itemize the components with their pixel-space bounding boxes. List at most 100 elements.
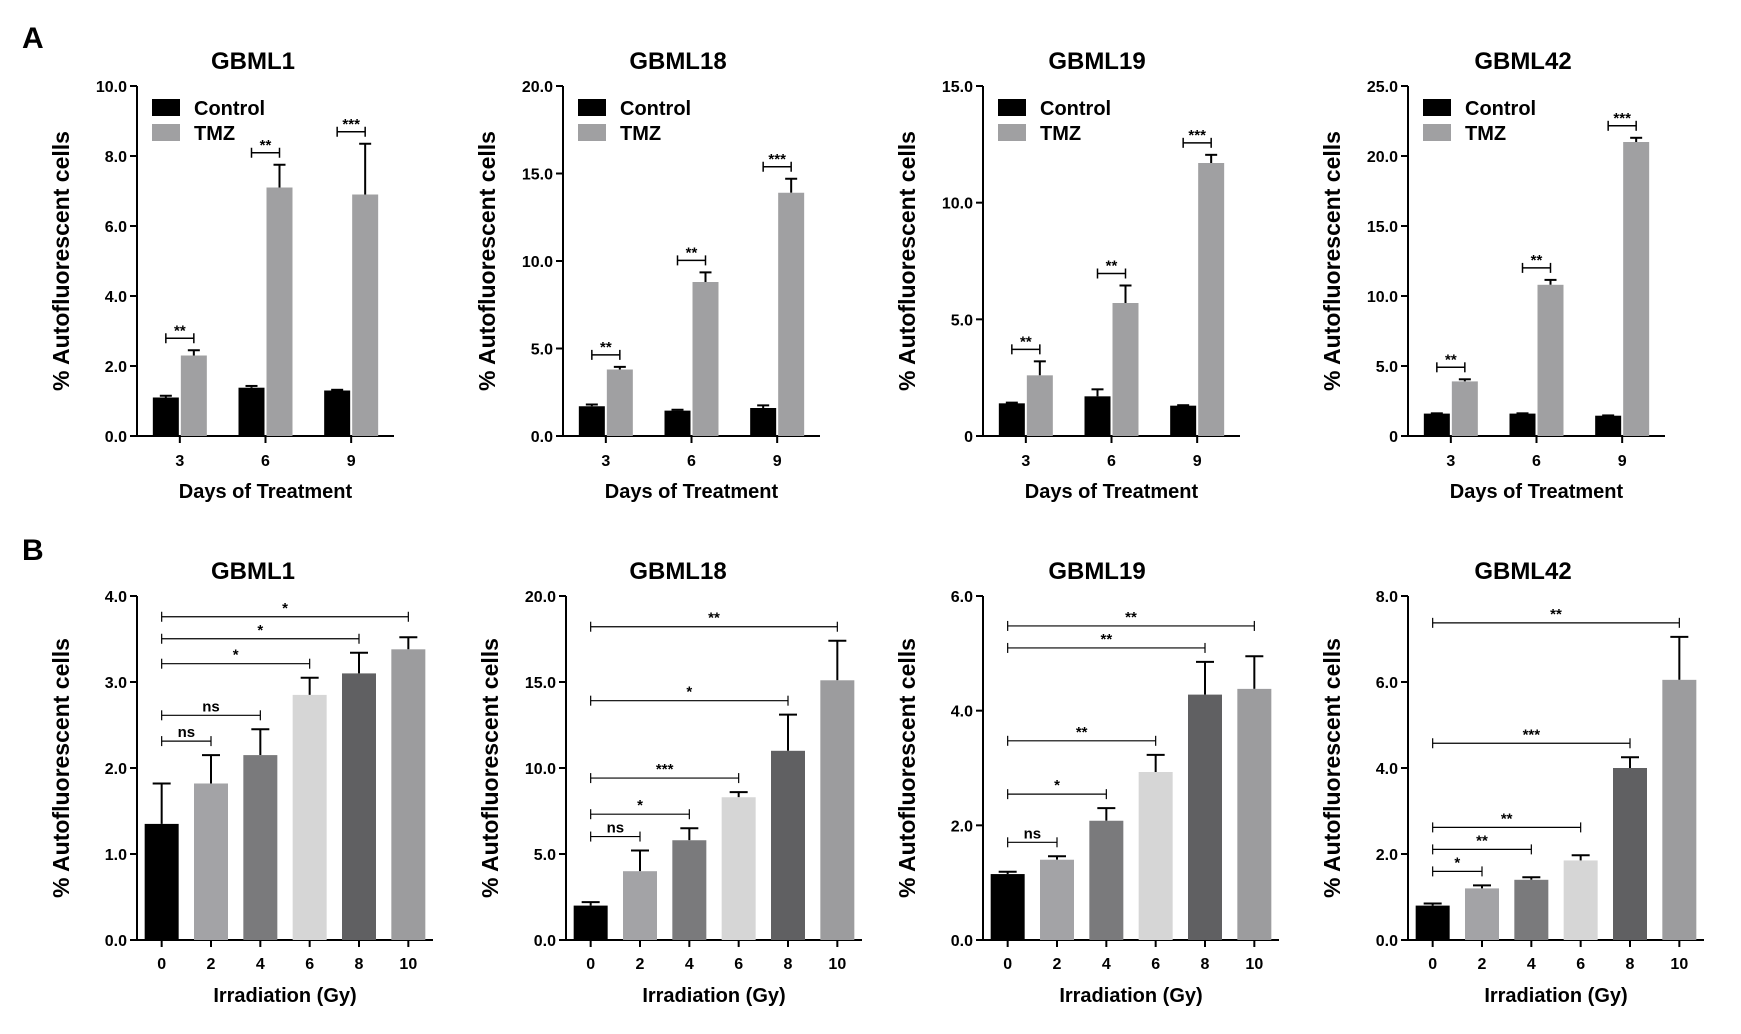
x-tick-label: 10 xyxy=(828,956,846,973)
significance-label: ** xyxy=(1445,351,1457,368)
legend-swatch-tmz xyxy=(152,124,180,141)
significance-label: ** xyxy=(708,610,720,627)
bar-dose-2 xyxy=(194,783,228,940)
legend-swatch-control xyxy=(152,99,180,116)
x-tick-label: 9 xyxy=(1193,453,1202,470)
y-tick-label: 1.0 xyxy=(105,847,127,864)
y-tick-label: 25.0 xyxy=(1367,79,1398,96)
x-tick-label: 4 xyxy=(1102,956,1111,973)
chart-a-gbml19: GBML19 0 5.0 10.0 15.0 % Autofluorescent cell… xyxy=(894,48,1240,503)
significance-label: * xyxy=(686,684,692,701)
bar-control xyxy=(664,410,691,436)
x-tick-label: 6 xyxy=(1576,956,1585,973)
significance-label: ** xyxy=(1550,606,1562,623)
x-tick-label: 4 xyxy=(256,956,265,973)
x-tick-label: 6 xyxy=(687,453,696,470)
x-tick-label: 0 xyxy=(586,956,595,973)
y-tick-label: 20.0 xyxy=(522,79,553,96)
y-tick-label: 20.0 xyxy=(525,589,556,606)
y-tick-label: 4.0 xyxy=(1376,761,1398,778)
significance-label: * xyxy=(282,600,288,617)
chart-title: GBML19 xyxy=(1048,558,1145,585)
bar-control xyxy=(1595,415,1622,436)
bar-dose-10 xyxy=(391,649,426,940)
y-axis-title: % Autofluorescent cells xyxy=(477,638,503,898)
bar-tmz xyxy=(692,282,719,436)
bar-tmz xyxy=(1026,375,1053,436)
y-tick-label: 0.0 xyxy=(951,933,973,950)
chart-b-gbml19: GBML19 0.0 2.0 4.0 6.0 % Autofluorescent cell… xyxy=(894,558,1279,1007)
x-tick-label: 2 xyxy=(1478,956,1487,973)
x-tick-label: 4 xyxy=(1527,956,1536,973)
x-tick-label: 9 xyxy=(1618,453,1627,470)
chart-b-gbml42: GBML42 0.0 2.0 4.0 6.0 8.0 % Autofluorescent c… xyxy=(1319,558,1704,1007)
x-tick-label: 3 xyxy=(1446,453,1455,470)
x-axis-title: Days of Treatment xyxy=(1025,481,1199,503)
bar-dose-4 xyxy=(1089,820,1124,940)
y-tick-label: 2.0 xyxy=(951,818,973,835)
x-tick-label: 2 xyxy=(1053,956,1062,973)
bar-dose-4 xyxy=(1514,879,1549,940)
chart-title: GBML18 xyxy=(629,558,726,585)
bar-dose-4 xyxy=(672,840,707,940)
x-axis-title: Days of Treatment xyxy=(179,481,353,503)
legend-label-tmz: TMZ xyxy=(194,123,235,145)
bar-control xyxy=(1423,413,1450,436)
y-tick-label: 15.0 xyxy=(1367,219,1398,236)
bar-dose-0 xyxy=(144,823,179,940)
bar-control xyxy=(998,403,1025,436)
chart-title: GBML1 xyxy=(211,48,295,75)
significance-label: *** xyxy=(342,116,360,133)
y-tick-label: 0.0 xyxy=(105,933,127,950)
bar-control xyxy=(238,387,265,436)
y-tick-label: 0.0 xyxy=(105,429,127,446)
y-tick-label: 5.0 xyxy=(531,342,553,359)
x-tick-label: 0 xyxy=(1003,956,1012,973)
y-tick-label: 5.0 xyxy=(951,312,973,329)
x-tick-label: 9 xyxy=(347,453,356,470)
significance-label: *** xyxy=(768,151,786,168)
bar-control xyxy=(1084,396,1111,436)
y-tick-label: 2.0 xyxy=(1376,847,1398,864)
legend-swatch-control xyxy=(998,99,1026,116)
significance-label: ** xyxy=(1125,609,1137,626)
bar-dose-6 xyxy=(1563,860,1598,940)
bar-dose-2 xyxy=(623,871,657,940)
chart-b-gbml1: GBML1 0.0 1.0 2.0 3.0 4.0 % Autofluorescent ce… xyxy=(48,558,433,1007)
significance-label: ** xyxy=(1076,724,1088,741)
significance-label: *** xyxy=(656,761,674,778)
bar-tmz xyxy=(1537,284,1564,436)
bar-dose-6 xyxy=(292,694,327,940)
x-axis-title: Days of Treatment xyxy=(1450,481,1624,503)
x-tick-label: 3 xyxy=(1021,453,1030,470)
x-tick-label: 6 xyxy=(305,956,314,973)
legend-swatch-tmz xyxy=(578,124,606,141)
bar-tmz xyxy=(1198,163,1225,436)
legend-label-control: Control xyxy=(1465,98,1536,120)
chart-a-gbml1: GBML1 0.0 2.0 4.0 6.0 8.0 10.0 % Autofluorescen… xyxy=(48,48,394,503)
y-tick-label: 0.0 xyxy=(534,933,556,950)
significance-label: ** xyxy=(600,339,612,356)
bar-control xyxy=(1509,413,1536,436)
significance-label: * xyxy=(1054,777,1060,794)
x-tick-label: 0 xyxy=(1428,956,1437,973)
y-axis-title: % Autofluorescent cells xyxy=(474,131,500,391)
y-tick-label: 15.0 xyxy=(525,675,556,692)
bar-tmz xyxy=(352,194,379,436)
bar-dose-0 xyxy=(573,905,608,940)
chart-title: GBML1 xyxy=(211,558,295,585)
chart-title: GBML42 xyxy=(1474,48,1571,75)
bar-dose-8 xyxy=(1613,768,1647,940)
y-tick-label: 15.0 xyxy=(522,167,553,184)
x-tick-label: 2 xyxy=(636,956,645,973)
significance-label: *** xyxy=(1613,110,1631,127)
significance-label: * xyxy=(233,647,239,664)
bar-tmz xyxy=(1623,142,1650,436)
chart-title: GBML19 xyxy=(1048,48,1145,75)
y-tick-label: 0 xyxy=(1389,429,1398,446)
y-tick-label: 10.0 xyxy=(1367,289,1398,306)
x-axis-title: Irradiation (Gy) xyxy=(1484,985,1627,1007)
x-tick-label: 4 xyxy=(685,956,694,973)
x-axis-title: Irradiation (Gy) xyxy=(213,985,356,1007)
